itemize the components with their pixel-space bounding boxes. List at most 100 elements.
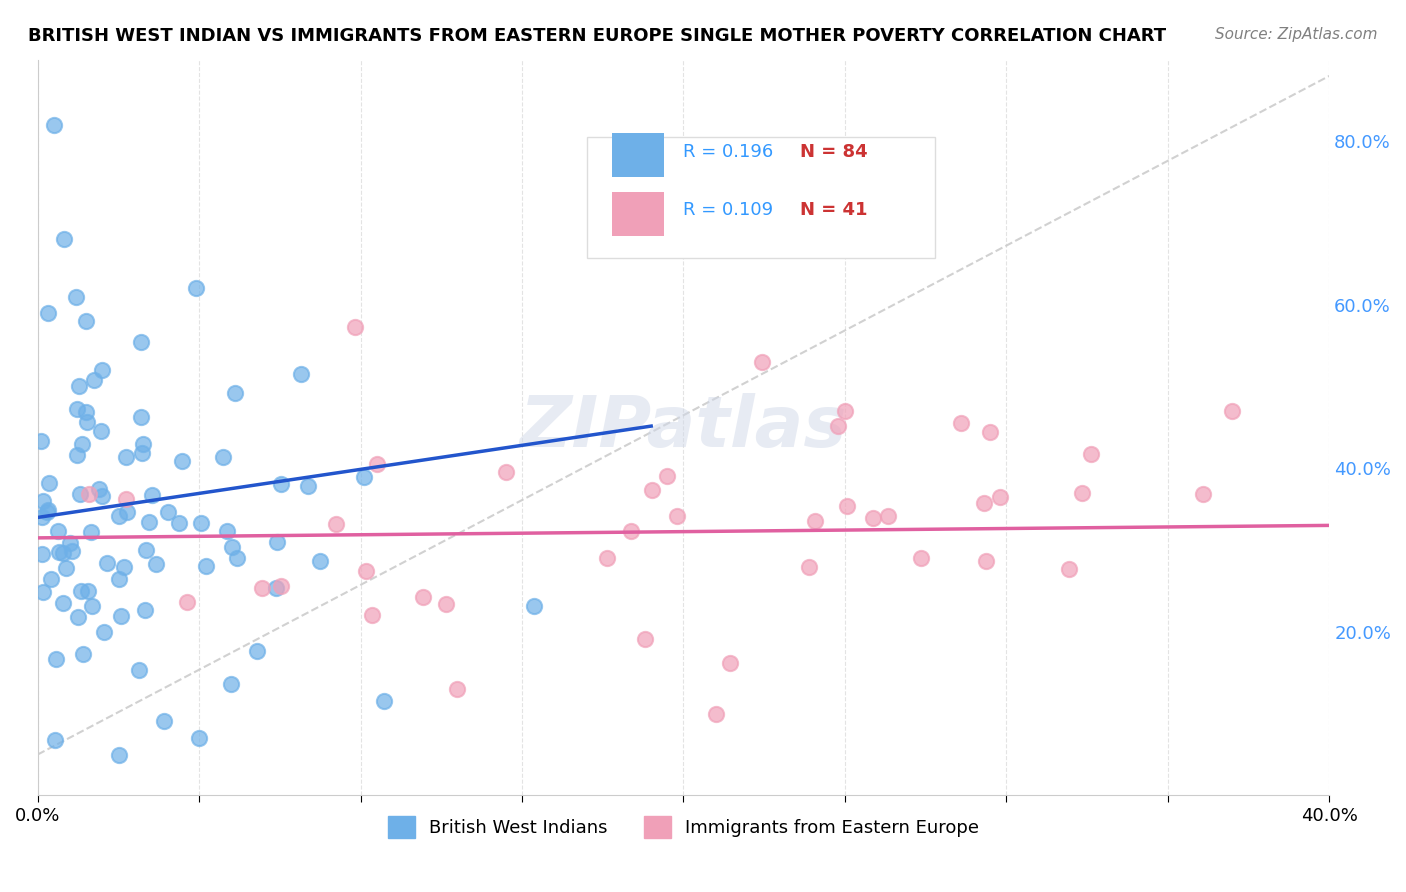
- FancyBboxPatch shape: [613, 133, 664, 178]
- Point: [246, 644, 269, 658]
- Point: [211, 450, 233, 464]
- Point: [657, 469, 679, 483]
- Point: [134, 603, 156, 617]
- Point: [37, 306, 59, 320]
- Point: [634, 632, 657, 646]
- Point: [72, 648, 94, 662]
- Point: [827, 419, 849, 434]
- Point: [799, 560, 821, 574]
- FancyBboxPatch shape: [613, 192, 664, 236]
- Point: [132, 437, 155, 451]
- Point: [76, 416, 98, 430]
- Point: [290, 367, 312, 381]
- Point: [979, 425, 1001, 439]
- Point: [446, 682, 468, 697]
- Point: [141, 487, 163, 501]
- Point: [37, 503, 59, 517]
- Point: [523, 599, 546, 613]
- Point: [31, 547, 53, 561]
- Point: [344, 320, 367, 334]
- Point: [129, 410, 152, 425]
- Text: N = 84: N = 84: [800, 143, 868, 161]
- Point: [215, 524, 238, 539]
- Text: N = 41: N = 41: [800, 202, 868, 219]
- Point: [252, 582, 274, 596]
- Point: [45, 651, 67, 665]
- Point: [46, 524, 69, 538]
- Point: [270, 579, 292, 593]
- Point: [93, 625, 115, 640]
- Point: [108, 508, 131, 523]
- Point: [620, 524, 643, 538]
- Point: [52, 596, 75, 610]
- Point: [988, 490, 1011, 504]
- Point: [108, 747, 131, 762]
- Point: [226, 551, 249, 566]
- Point: [837, 499, 859, 513]
- Point: [75, 405, 97, 419]
- Point: [82, 599, 104, 613]
- Point: [194, 559, 217, 574]
- Text: R = 0.196: R = 0.196: [683, 143, 773, 161]
- Point: [172, 454, 194, 468]
- Point: [704, 706, 727, 721]
- Point: [169, 516, 191, 530]
- Point: [803, 514, 825, 528]
- Point: [66, 402, 89, 417]
- Point: [52, 232, 75, 246]
- Point: [221, 541, 243, 555]
- Point: [79, 524, 101, 539]
- Point: [412, 591, 434, 605]
- Point: [42, 118, 65, 132]
- Point: [66, 448, 89, 462]
- Point: [91, 363, 114, 377]
- Text: ZIPatlas: ZIPatlas: [520, 393, 848, 462]
- Point: [910, 550, 932, 565]
- Point: [325, 516, 347, 531]
- Point: [76, 583, 98, 598]
- Point: [67, 379, 90, 393]
- Point: [75, 314, 97, 328]
- Point: [366, 457, 388, 471]
- Point: [751, 355, 773, 369]
- Point: [434, 597, 457, 611]
- Point: [31, 510, 53, 524]
- Point: [35, 505, 58, 519]
- Point: [135, 543, 157, 558]
- Point: [1071, 486, 1094, 500]
- Point: [1192, 487, 1215, 501]
- Point: [666, 509, 689, 524]
- Point: [224, 385, 246, 400]
- Point: [65, 290, 87, 304]
- Point: [55, 561, 77, 575]
- Text: R = 0.109: R = 0.109: [683, 202, 773, 219]
- Point: [138, 515, 160, 529]
- Point: [70, 583, 93, 598]
- Point: [266, 535, 288, 549]
- Point: [77, 487, 100, 501]
- Legend: British West Indians, Immigrants from Eastern Europe: British West Indians, Immigrants from Ea…: [381, 809, 987, 846]
- Text: BRITISH WEST INDIAN VS IMMIGRANTS FROM EASTERN EUROPE SINGLE MOTHER POVERTY CORR: BRITISH WEST INDIAN VS IMMIGRANTS FROM E…: [28, 27, 1166, 45]
- Point: [69, 487, 91, 501]
- Point: [353, 469, 375, 483]
- Point: [112, 560, 135, 574]
- Point: [834, 404, 856, 418]
- Point: [108, 572, 131, 586]
- Point: [862, 511, 884, 525]
- Point: [110, 609, 132, 624]
- Point: [186, 280, 208, 294]
- Point: [96, 556, 118, 570]
- Point: [129, 334, 152, 349]
- Point: [157, 505, 180, 519]
- Point: [264, 582, 287, 596]
- Point: [153, 714, 176, 728]
- Point: [1080, 447, 1102, 461]
- Point: [115, 450, 138, 465]
- Point: [67, 610, 90, 624]
- FancyBboxPatch shape: [586, 136, 935, 259]
- Point: [190, 516, 212, 531]
- Point: [270, 477, 292, 491]
- Point: [1057, 562, 1080, 576]
- Point: [596, 550, 619, 565]
- Point: [59, 536, 82, 550]
